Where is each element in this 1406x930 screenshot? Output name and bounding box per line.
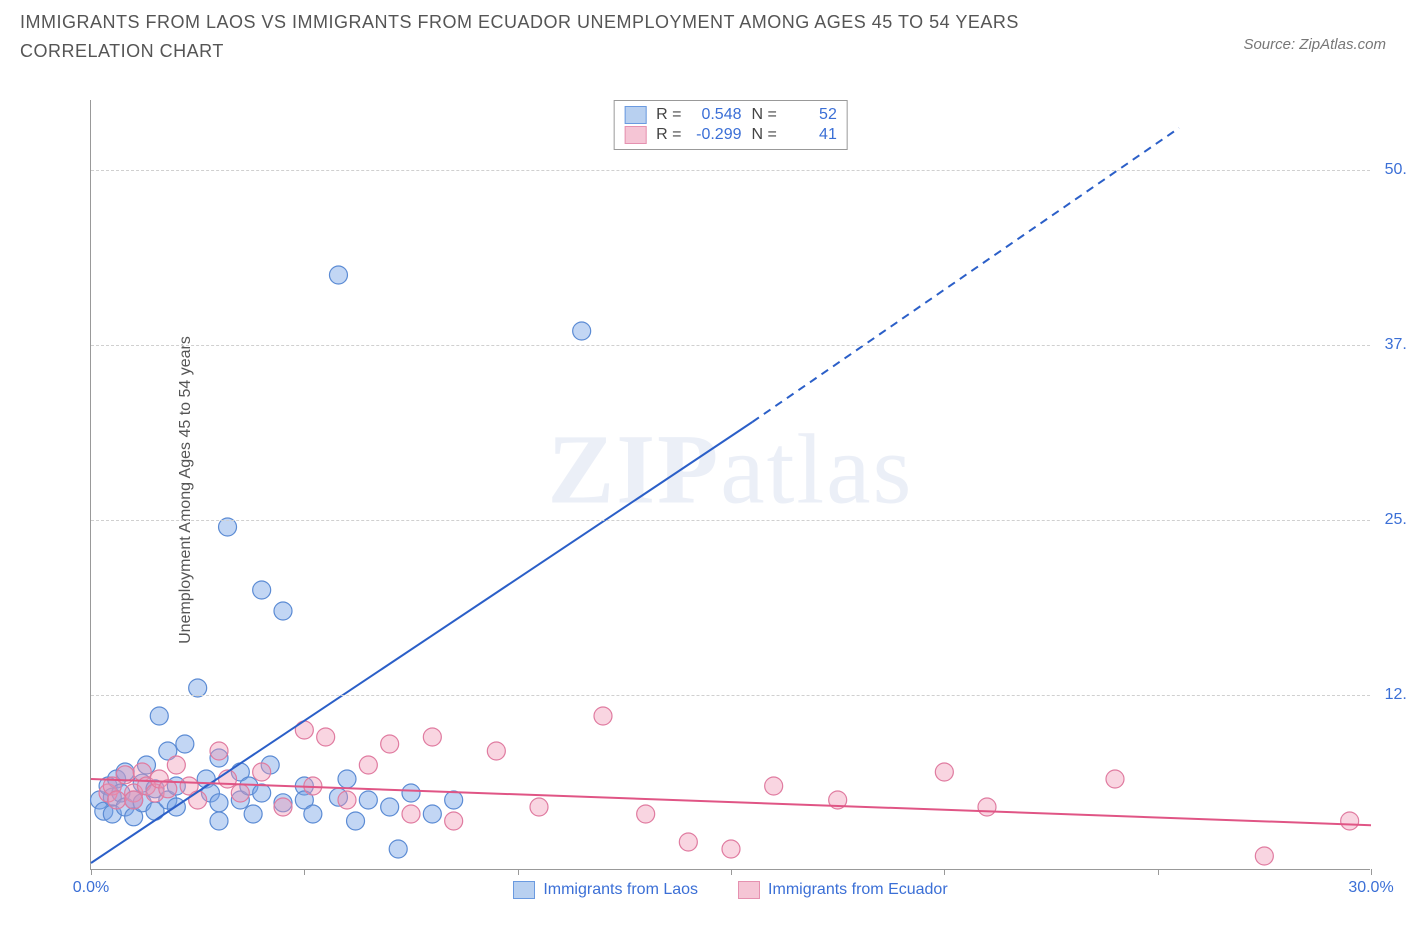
data-point	[359, 756, 377, 774]
data-point	[304, 805, 322, 823]
x-tick-label: 30.0%	[1348, 879, 1393, 897]
data-point	[423, 805, 441, 823]
data-point	[573, 322, 591, 340]
data-point	[487, 742, 505, 760]
x-tick	[731, 869, 732, 875]
y-tick-label: 12.5%	[1375, 686, 1406, 704]
data-point	[329, 266, 347, 284]
r-value-laos: 0.548	[692, 106, 742, 124]
legend-row-laos: R = 0.548 N = 52	[624, 105, 837, 125]
r-label: R =	[656, 126, 681, 144]
x-tick	[91, 869, 92, 875]
data-point	[317, 728, 335, 746]
y-tick-label: 25.0%	[1375, 511, 1406, 529]
data-point	[231, 784, 249, 802]
swatch-laos	[513, 881, 535, 899]
swatch-ecuador	[738, 881, 760, 899]
data-point	[445, 791, 463, 809]
bottom-legend: Immigrants from Laos Immigrants from Ecu…	[91, 881, 1370, 899]
data-point	[167, 756, 185, 774]
n-value-ecuador: 41	[787, 126, 837, 144]
data-point	[274, 798, 292, 816]
gridline	[91, 345, 1370, 346]
gridline	[91, 520, 1370, 521]
data-point	[389, 840, 407, 858]
data-point	[594, 707, 612, 725]
source-label: Source: ZipAtlas.com	[1243, 8, 1386, 53]
swatch-ecuador	[624, 126, 646, 144]
data-point	[210, 794, 228, 812]
n-label: N =	[752, 126, 777, 144]
data-point	[125, 791, 143, 809]
series-name-laos: Immigrants from Laos	[543, 881, 698, 899]
stats-legend: R = 0.548 N = 52 R = -0.299 N = 41	[613, 100, 848, 150]
r-label: R =	[656, 106, 681, 124]
swatch-laos	[624, 106, 646, 124]
r-value-ecuador: -0.299	[692, 126, 742, 144]
data-point	[244, 805, 262, 823]
x-tick	[944, 869, 945, 875]
data-point	[978, 798, 996, 816]
y-tick-label: 37.5%	[1375, 336, 1406, 354]
data-point	[402, 805, 420, 823]
n-label: N =	[752, 106, 777, 124]
data-point	[189, 791, 207, 809]
data-point	[359, 791, 377, 809]
data-point	[210, 742, 228, 760]
data-point	[176, 735, 194, 753]
data-point	[347, 812, 365, 830]
data-point	[150, 707, 168, 725]
data-point	[722, 840, 740, 858]
data-point	[381, 798, 399, 816]
plot-svg	[91, 100, 1370, 869]
data-point	[765, 777, 783, 795]
gridline	[91, 695, 1370, 696]
data-point	[423, 728, 441, 746]
x-tick	[304, 869, 305, 875]
data-point	[637, 805, 655, 823]
legend-row-ecuador: R = -0.299 N = 41	[624, 125, 837, 145]
legend-item-laos: Immigrants from Laos	[513, 881, 698, 899]
series-name-ecuador: Immigrants from Ecuador	[768, 881, 948, 899]
x-tick	[1158, 869, 1159, 875]
gridline	[91, 170, 1370, 171]
data-point	[108, 791, 126, 809]
y-tick-label: 50.0%	[1375, 161, 1406, 179]
data-point	[1341, 812, 1359, 830]
plot-area: ZIPatlas R = 0.548 N = 52 R = -0.299 N =…	[90, 100, 1370, 870]
data-point	[445, 812, 463, 830]
data-point	[1106, 770, 1124, 788]
n-value-laos: 52	[787, 106, 837, 124]
x-tick	[518, 869, 519, 875]
data-point	[338, 770, 356, 788]
trend-line	[91, 422, 752, 863]
data-point	[935, 763, 953, 781]
data-point	[679, 833, 697, 851]
legend-item-ecuador: Immigrants from Ecuador	[738, 881, 948, 899]
data-point	[274, 602, 292, 620]
data-point	[253, 784, 271, 802]
x-tick	[1371, 869, 1372, 875]
data-point	[1255, 847, 1273, 865]
x-tick-label: 0.0%	[73, 879, 109, 897]
data-point	[253, 581, 271, 599]
trend-line-extrapolated	[752, 128, 1179, 422]
chart-container: Unemployment Among Ages 45 to 54 years Z…	[20, 80, 1386, 900]
chart-title: IMMIGRANTS FROM LAOS VS IMMIGRANTS FROM …	[20, 8, 1120, 66]
data-point	[381, 735, 399, 753]
data-point	[210, 812, 228, 830]
data-point	[530, 798, 548, 816]
data-point	[402, 784, 420, 802]
data-point	[338, 791, 356, 809]
data-point	[253, 763, 271, 781]
data-point	[295, 721, 313, 739]
